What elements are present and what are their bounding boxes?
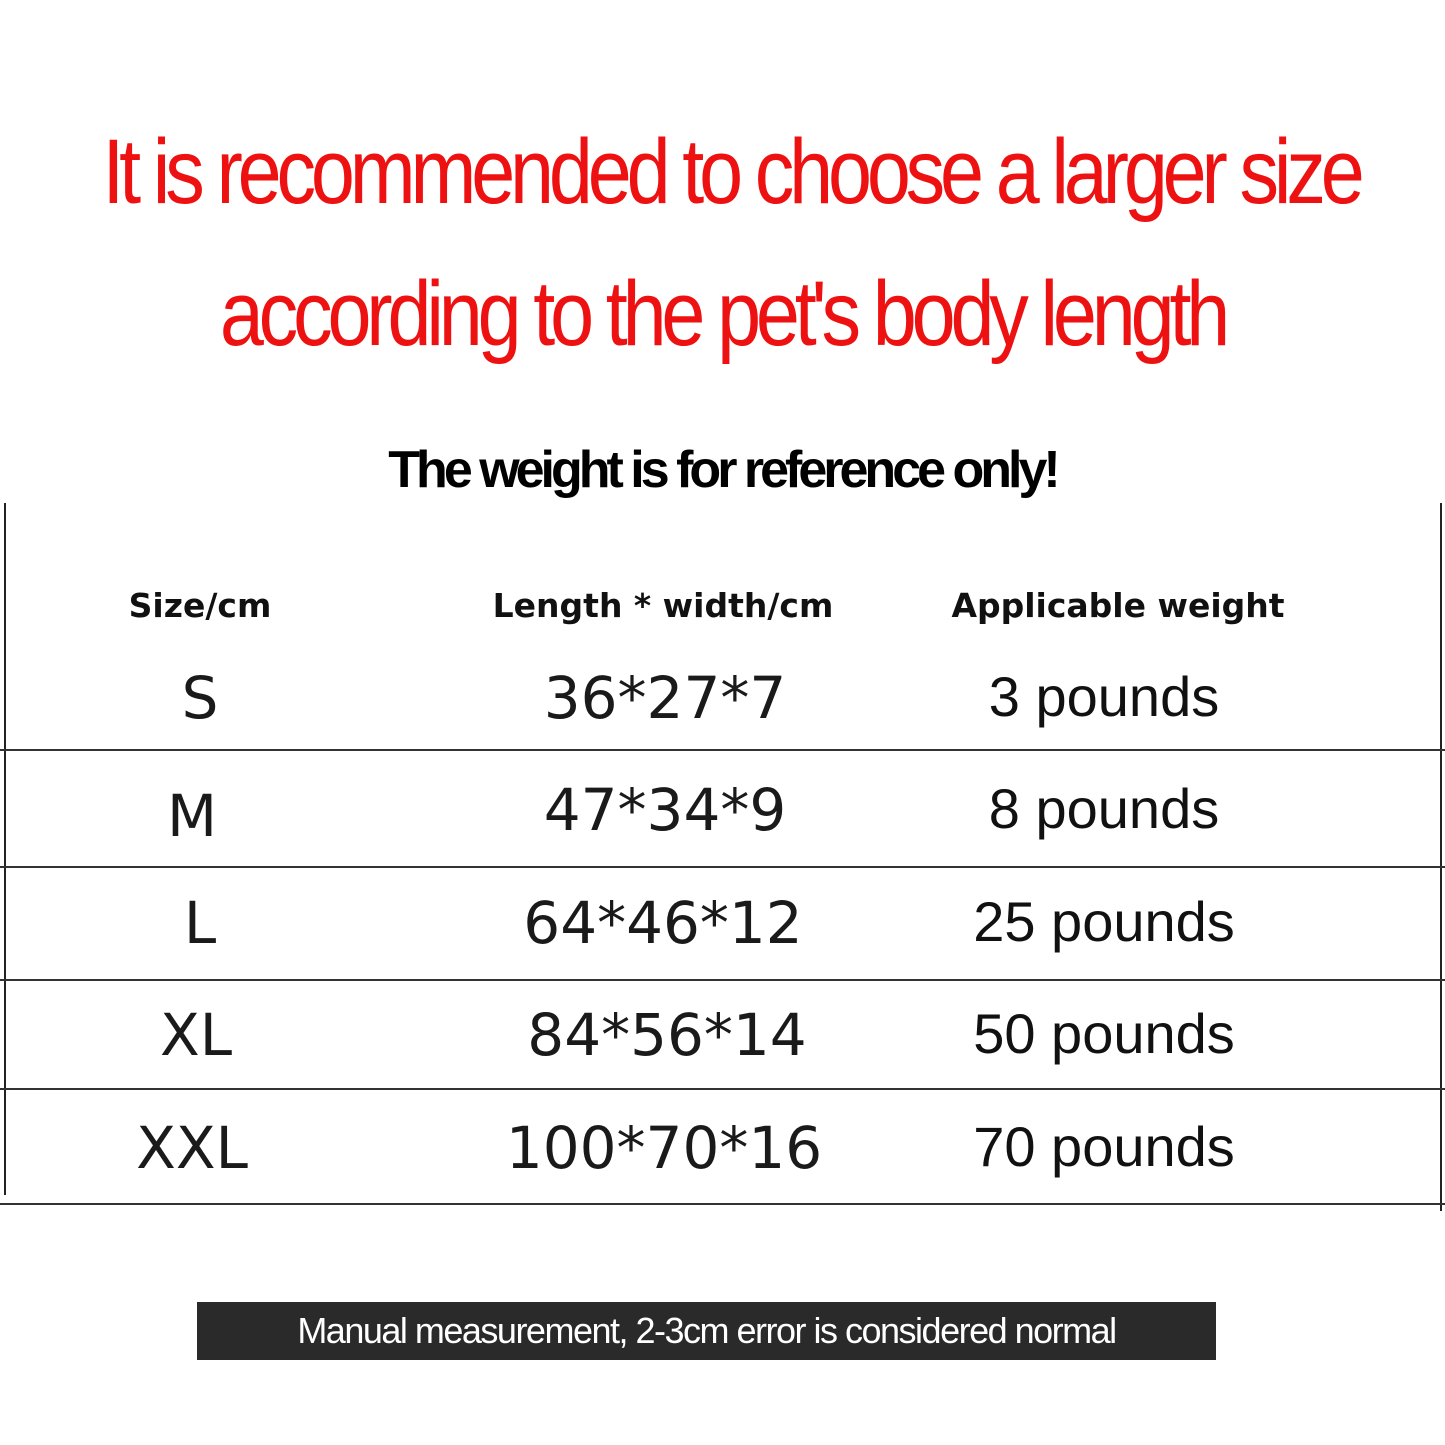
measurement-note-banner: Manual measurement, 2-3cm error is consi… [197,1302,1216,1360]
weight-cell: 3 pounds [988,665,1220,728]
dims-cell: 100*70*16 [505,1114,823,1182]
dims-cell: 84*56*14 [527,1001,807,1069]
heading-line-2: according to the pet's body length [219,263,1230,365]
dims-cell: 47*34*9 [543,776,787,844]
size-cell: S [181,664,219,732]
subheading: The weight is for reference only! [388,441,1060,499]
dims-cell: 64*46*12 [523,889,803,957]
row-divider [0,979,1445,981]
header-weight: Applicable weight [951,586,1285,625]
table-border-left [4,503,6,1195]
measurement-note: Manual measurement, 2-3cm error is consi… [297,1310,1117,1351]
row-divider [0,1203,1445,1205]
weight-cell: 25 pounds [973,890,1235,953]
header-dimensions: Length * width/cm [492,586,834,625]
row-divider [0,1088,1445,1090]
weight-cell: 70 pounds [973,1115,1235,1178]
size-cell: L [183,889,217,957]
size-cell: XL [159,1001,233,1069]
table-border-right [1440,503,1442,1211]
row-divider [0,866,1445,868]
weight-cell: 8 pounds [988,777,1220,840]
heading-line-1: It is recommended to choose a larger siz… [102,121,1364,223]
dims-cell: 36*27*7 [543,664,787,732]
size-cell: M [166,782,218,850]
size-cell: XXL [136,1114,248,1182]
weight-cell: 50 pounds [973,1002,1235,1065]
row-divider [0,749,1445,751]
header-size: Size/cm [128,586,272,625]
